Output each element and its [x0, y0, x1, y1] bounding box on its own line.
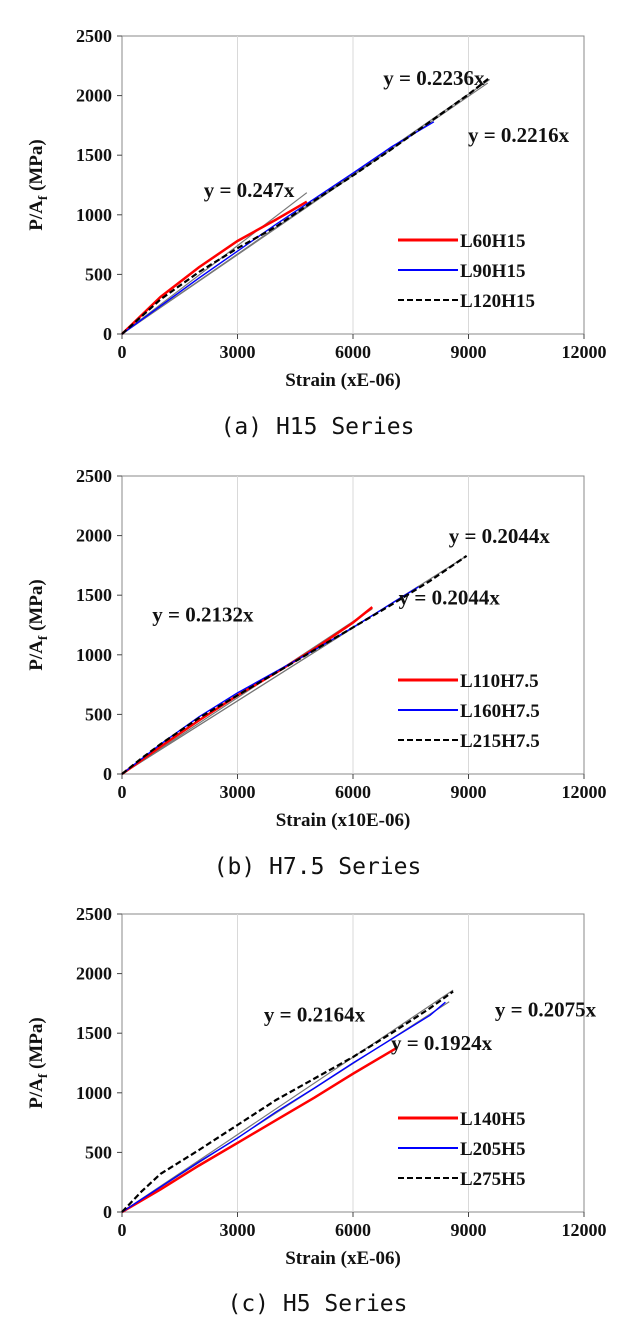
y-tick-label: 1000 — [76, 645, 112, 665]
x-tick-label: 3000 — [220, 342, 256, 362]
trendline — [121, 608, 373, 775]
y-tick-label: 500 — [85, 264, 112, 284]
caption-a: (a) H15 Series — [220, 414, 415, 440]
x-tick-label: 3000 — [220, 782, 256, 802]
x-tick-label: 12000 — [562, 782, 607, 802]
y-tick-label: 2500 — [76, 466, 112, 486]
legend-label: L110H7.5 — [460, 671, 539, 692]
caption-b: (b) H7.5 Series — [213, 854, 422, 880]
legend-label: L275H5 — [460, 1169, 525, 1190]
x-tick-label: 9000 — [451, 782, 487, 802]
equation-label: y = 0.247x — [204, 178, 295, 202]
y-tick-label: 500 — [85, 704, 112, 724]
equation-label: y = 0.2236x — [383, 66, 485, 90]
series-line — [121, 121, 435, 335]
x-tick-label: 3000 — [220, 1220, 256, 1240]
y-axis-title: P/Af (MPa) — [26, 579, 50, 670]
equation-label: y = 0.2216x — [468, 123, 570, 147]
x-axis-title: Strain (xE-06) — [285, 370, 401, 391]
equation-label: y = 0.2044x — [399, 586, 501, 610]
trendline — [121, 192, 308, 335]
x-tick-label: 12000 — [562, 342, 607, 362]
y-axis-title: P/Af (MPa) — [26, 1017, 50, 1108]
chart-a: 0 3000 6000 9000 12000 0 500 1000 1500 2000 2500 St… — [26, 26, 607, 391]
y-tick-label: 0 — [103, 324, 112, 344]
chart-c: 0 3000 6000 9000 12000 0 500 1000 1500 2000 2500 St… — [26, 904, 607, 1269]
x-tick-label: 6000 — [335, 782, 371, 802]
legend-label: L60H15 — [460, 231, 525, 252]
trendline — [121, 989, 454, 1213]
x-tick-label: 0 — [118, 1220, 127, 1240]
y-tick-label: 1000 — [76, 1083, 112, 1103]
series-line — [121, 1047, 397, 1214]
x-axis-title: Strain (xE-06) — [285, 1248, 401, 1269]
y-tick-label: 1500 — [76, 585, 112, 605]
legend-label: L120H15 — [460, 291, 535, 312]
legend-label: L215H7.5 — [460, 731, 540, 752]
y-tick-label: 500 — [85, 1142, 112, 1162]
series-line — [121, 200, 308, 335]
y-tick-label: 2500 — [76, 26, 112, 46]
series-line — [121, 554, 468, 775]
y-tick-label: 2000 — [76, 86, 112, 106]
equation-label: y = 0.2044x — [449, 524, 551, 548]
legend-label: L160H7.5 — [460, 701, 540, 722]
caption-c: (c) H5 Series — [227, 1291, 408, 1317]
equation-label: y = 0.1924x — [391, 1031, 493, 1055]
equation-label: y = 0.2164x — [264, 1002, 366, 1026]
y-tick-label: 0 — [103, 764, 112, 784]
series-line — [121, 76, 491, 335]
x-axis-title: Strain (x10E-06) — [276, 810, 411, 831]
x-tick-label: 9000 — [451, 342, 487, 362]
y-tick-label: 1000 — [76, 205, 112, 225]
legend-label: L205H5 — [460, 1139, 525, 1160]
y-tick-label: 2000 — [76, 964, 112, 984]
x-tick-label: 0 — [118, 342, 127, 362]
y-tick-label: 1500 — [76, 1023, 112, 1043]
x-tick-label: 12000 — [562, 1220, 607, 1240]
y-tick-label: 2500 — [76, 904, 112, 924]
equation-label: y = 0.2075x — [495, 998, 597, 1022]
x-tick-label: 9000 — [451, 1220, 487, 1240]
series-line — [121, 990, 454, 1213]
legend-label: L140H5 — [460, 1109, 525, 1130]
y-axis-title: P/Af (MPa) — [26, 139, 50, 230]
y-tick-label: 0 — [103, 1202, 112, 1222]
chart-b: 0 3000 6000 9000 12000 0 500 1000 1500 2000 2500 St… — [26, 466, 607, 831]
x-tick-label: 0 — [118, 782, 127, 802]
y-tick-label: 1500 — [76, 145, 112, 165]
equation-label: y = 0.2132x — [152, 602, 254, 626]
y-tick-label: 2000 — [76, 526, 112, 546]
series-line — [121, 1001, 446, 1213]
x-tick-label: 6000 — [335, 1220, 371, 1240]
x-tick-label: 6000 — [335, 342, 371, 362]
legend-label: L90H15 — [460, 261, 525, 282]
